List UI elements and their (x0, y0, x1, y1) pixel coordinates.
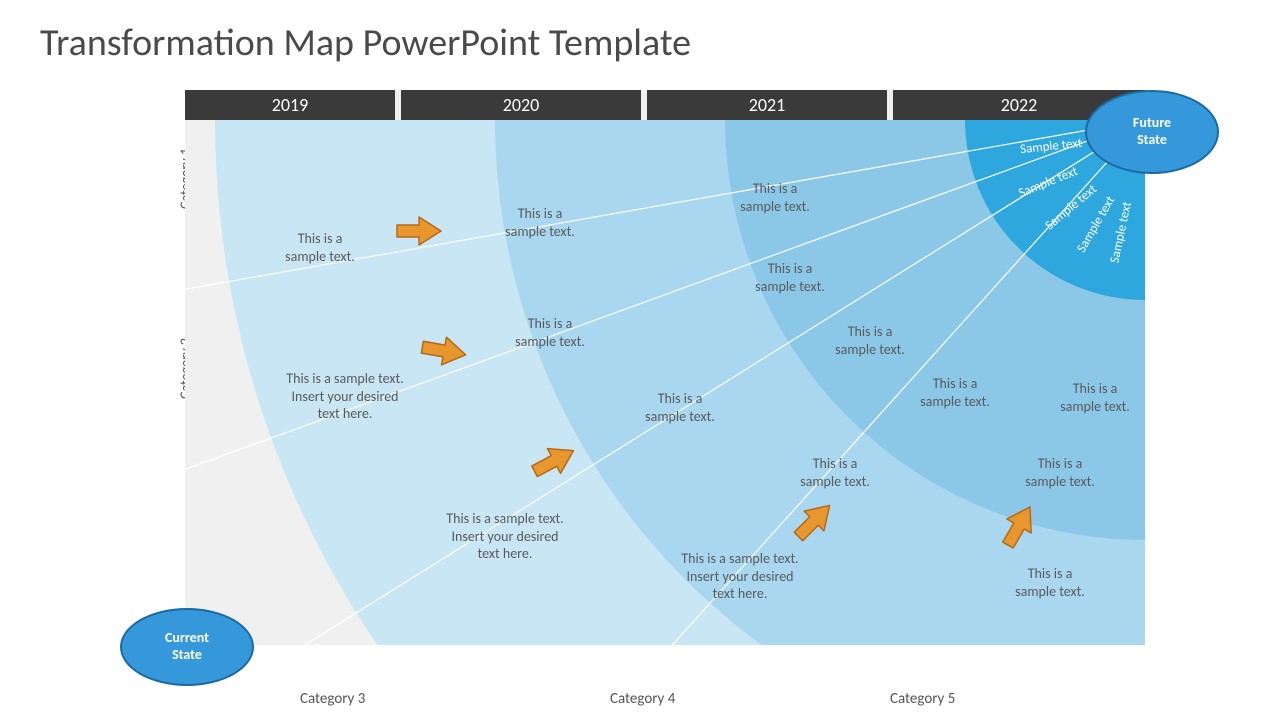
slide-title: Transformation Map PowerPoint Template (40, 20, 691, 66)
arrow-icon-4 (993, 497, 1045, 555)
bottom-category-4: Category 4 (610, 690, 675, 708)
year-tab-2021: 2021 (647, 90, 887, 120)
arrow-icon-0 (395, 215, 443, 247)
future-state-ellipse: Future State (1085, 90, 1219, 174)
bottom-category-3: Category 3 (300, 690, 365, 708)
arrow-icon-3 (786, 493, 843, 550)
arrows-container (185, 120, 1145, 645)
arrow-icon-2 (525, 436, 582, 487)
year-tab-2019: 2019 (185, 90, 395, 120)
bottom-category-5: Category 5 (890, 690, 955, 708)
side-category-2: Category 2 (155, 360, 185, 520)
arrow-icon-1 (418, 331, 471, 371)
side-category-1: Category 1 (155, 170, 185, 290)
year-tab-2020: 2020 (401, 90, 641, 120)
slide: Transformation Map PowerPoint Template C… (0, 0, 1280, 720)
map-area: 2019 2020 2021 2022 This is a sample tex… (185, 90, 1145, 645)
current-state-ellipse: Current State (120, 608, 254, 686)
